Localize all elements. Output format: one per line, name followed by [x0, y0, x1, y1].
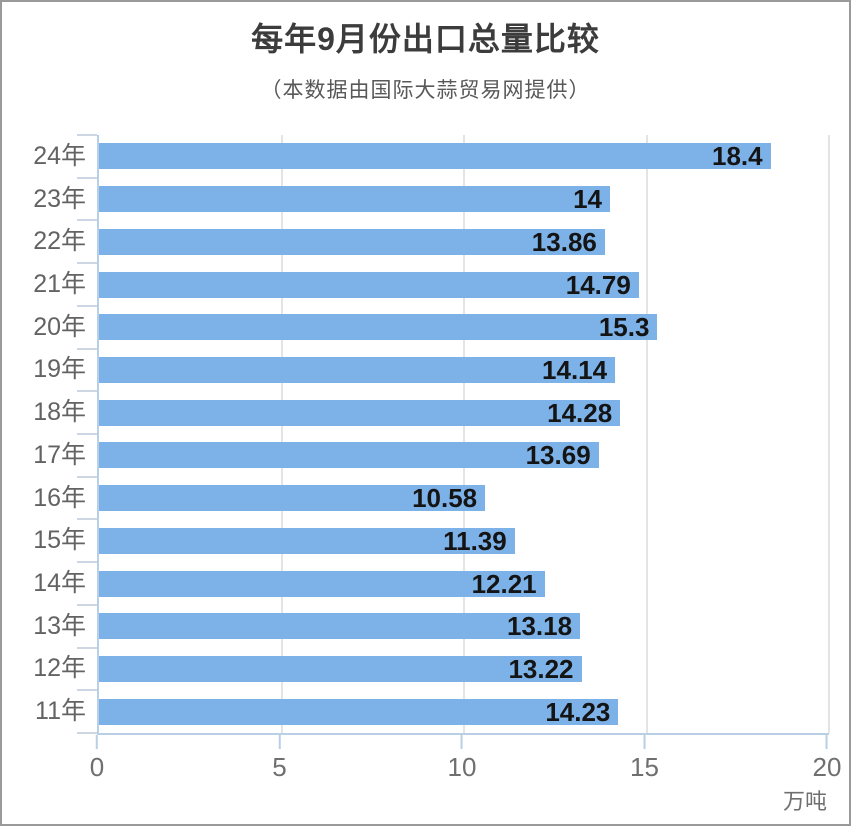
bar-row: 10.58 — [99, 477, 829, 520]
plot-area: 18.4 14 13.86 14.79 15.3 14.14 14.28 13.… — [77, 134, 830, 735]
y-axis-label: 13年 — [33, 611, 86, 640]
x-axis: 0 5 10 15 20 — [90, 735, 841, 795]
y-axis-label: 21年 — [33, 270, 86, 299]
bar-row: 15.3 — [99, 306, 829, 349]
x-tick-mark — [96, 735, 98, 749]
y-category-tick — [77, 347, 97, 350]
y-axis-label: 23年 — [33, 184, 86, 213]
bar: 11.39 — [99, 525, 515, 556]
bar-row: 13.22 — [99, 648, 829, 691]
bar: 13.22 — [99, 653, 582, 684]
x-tick-label: 20 — [812, 752, 842, 782]
y-category-tick — [77, 603, 97, 606]
bar-value-label: 13.69 — [525, 440, 591, 471]
bar-row: 14 — [99, 178, 829, 221]
y-category-tick — [77, 262, 97, 265]
bar-value-label: 12.21 — [471, 568, 537, 599]
bar: 13.18 — [99, 611, 581, 642]
x-tick-label: 15 — [630, 752, 659, 782]
bar-row: 13.86 — [99, 220, 829, 263]
y-axis-label: 12年 — [33, 654, 86, 683]
y-category-tick — [77, 689, 97, 692]
chart-subtitle: （本数据由国际大蒜贸易网提供） — [260, 79, 591, 102]
bar: 10.58 — [99, 483, 486, 514]
bar-row: 13.69 — [99, 434, 829, 477]
bar: 15.3 — [99, 312, 658, 343]
x-tick: 5 — [272, 735, 287, 782]
gridline — [828, 135, 830, 733]
bar-row: 12.21 — [99, 562, 829, 605]
bar-row: 14.79 — [99, 263, 829, 306]
y-axis-labels: 24年 23年 22年 21年 20年 19年 18年 17年 16年 15年 … — [2, 135, 86, 733]
bar-value-label: 11.39 — [443, 525, 507, 556]
bar-row: 18.4 — [99, 135, 829, 178]
bar: 14.23 — [99, 696, 619, 727]
y-category-tick — [77, 390, 97, 393]
bar-value-label: 14 — [573, 184, 602, 215]
x-tick-mark — [643, 735, 646, 749]
x-tick-mark — [278, 735, 281, 749]
x-tick: 20 — [812, 735, 842, 782]
bar-row: 13.18 — [99, 605, 829, 648]
y-axis-label: 16年 — [33, 483, 86, 512]
y-category-tick — [77, 646, 97, 649]
chart-title: 每年9月份出口总量比较 — [251, 21, 600, 57]
x-tick-mark — [460, 735, 463, 749]
x-tick-label: 5 — [272, 752, 287, 782]
x-tick: 15 — [630, 735, 659, 780]
bar: 13.86 — [99, 226, 605, 257]
x-tick: 10 — [447, 735, 477, 782]
y-category-tick — [77, 176, 97, 179]
y-axis-label: 15年 — [33, 526, 86, 555]
y-axis-label: 24年 — [33, 141, 86, 170]
bar-value-label: 15.3 — [598, 312, 650, 343]
y-category-tick — [77, 518, 97, 521]
x-axis-unit-label: 万吨 — [782, 789, 827, 814]
x-tick: 0 — [90, 735, 104, 780]
bar-row: 14.28 — [99, 391, 829, 434]
x-tick-label: 10 — [447, 752, 477, 782]
y-axis-label: 20年 — [33, 312, 86, 341]
y-category-tick — [77, 475, 97, 478]
y-category-tick — [77, 304, 97, 307]
y-category-tick — [77, 219, 97, 222]
y-axis-label: 11年 — [35, 697, 86, 726]
bar: 14.79 — [99, 269, 639, 300]
bar-value-label: 13.22 — [508, 653, 574, 684]
bar-value-label: 13.86 — [531, 226, 597, 257]
y-axis-label: 22年 — [33, 227, 86, 256]
y-axis-label: 17年 — [33, 440, 86, 469]
y-category-tick — [77, 732, 97, 734]
bar: 14 — [99, 184, 610, 215]
gridline — [645, 135, 648, 733]
bar: 14.14 — [99, 354, 616, 385]
gridline — [463, 135, 465, 733]
x-tick-label: 0 — [89, 752, 105, 782]
bar-value-label: 10.58 — [412, 483, 478, 514]
bar-row: 11.39 — [99, 519, 829, 562]
bar-value-label: 18.4 — [711, 141, 763, 172]
bar-value-label: 14.79 — [565, 269, 631, 300]
bar: 12.21 — [99, 568, 545, 599]
y-category-tick — [77, 561, 97, 564]
bar: 14.28 — [99, 397, 621, 428]
y-category-tick — [77, 433, 97, 435]
gridline — [280, 135, 283, 733]
y-axis-label: 14年 — [33, 569, 86, 598]
x-tick-mark — [825, 735, 828, 749]
bar: 13.69 — [99, 440, 599, 471]
bar-row: 14.14 — [99, 349, 829, 392]
bar-rows: 18.4 14 13.86 14.79 15.3 14.14 14.28 13.… — [99, 135, 829, 733]
y-category-tick — [77, 134, 97, 136]
bar-value-label: 13.18 — [506, 611, 573, 642]
y-axis-label: 18年 — [33, 398, 86, 427]
bar-value-label: 14.14 — [542, 354, 608, 385]
bar-row: 14.23 — [99, 690, 829, 733]
bar-value-label: 14.23 — [545, 696, 611, 727]
y-axis-label: 19年 — [33, 355, 86, 384]
bar: 18.4 — [99, 141, 771, 172]
bar-value-label: 14.28 — [547, 397, 613, 428]
